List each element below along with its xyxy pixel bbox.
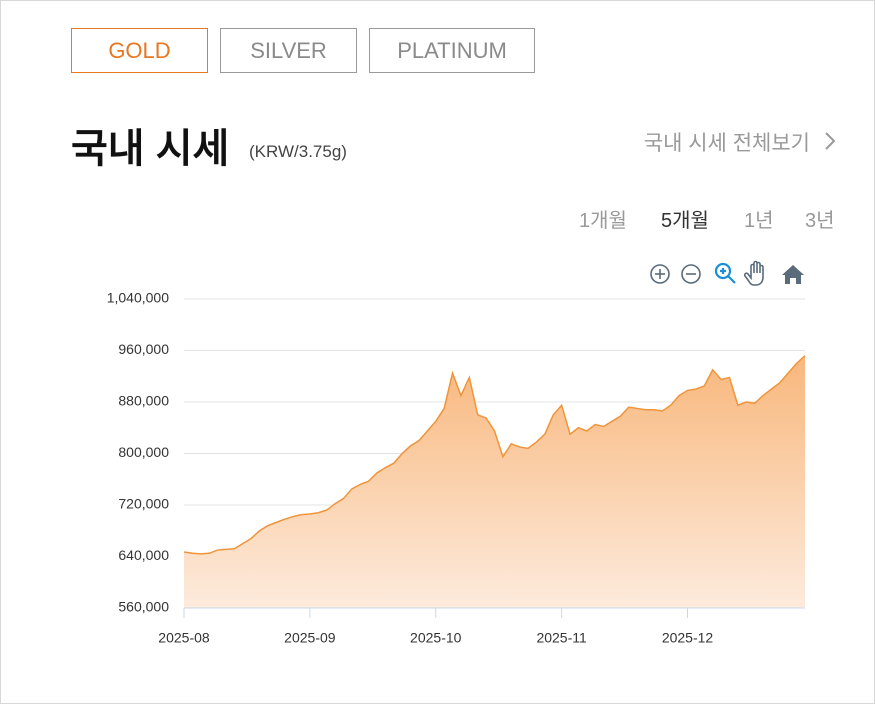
x-tick-label: 2025-12: [662, 630, 714, 646]
zoom-out-button[interactable]: [681, 264, 701, 284]
view-all-link[interactable]: 국내 시세 전체보기: [643, 132, 810, 155]
toolbar: [650, 260, 804, 286]
y-tick-label: 800,000: [118, 444, 169, 460]
y-tick-label: 1,040,000: [107, 290, 169, 306]
section-title: 국내 시세: [71, 127, 230, 171]
zoom-in-button[interactable]: [650, 264, 670, 284]
y-tick-label: 960,000: [118, 341, 169, 357]
x-tick-label: 2025-08: [158, 630, 210, 646]
price-line: [183, 355, 806, 555]
x-tick-label: 2025-11: [536, 630, 587, 646]
chevron-icon: [825, 132, 836, 150]
period-option[interactable]: 3년: [805, 210, 835, 232]
y-tick-label: 880,000: [118, 393, 169, 409]
y-tick-label: 720,000: [118, 496, 169, 512]
tab-platinum[interactable]: PLATINUM: [369, 28, 535, 73]
tab-gold[interactable]: GOLD: [71, 28, 208, 73]
pan-button[interactable]: [743, 260, 764, 286]
period-option[interactable]: 5개월: [661, 210, 709, 232]
x-tick-label: 2025-10: [410, 630, 462, 646]
period-option[interactable]: 1개월: [579, 210, 627, 232]
x-tick-label: 2025-09: [284, 630, 336, 646]
unit-label: (KRW/3.75g): [249, 142, 347, 161]
y-tick-label: 640,000: [118, 547, 169, 563]
area-fill: [184, 355, 805, 608]
y-tick-label: 560,000: [118, 599, 169, 615]
selection-zoom-button[interactable]: [714, 262, 736, 284]
tab-silver[interactable]: SILVER: [220, 28, 357, 73]
reset-button[interactable]: [782, 265, 804, 284]
period-option[interactable]: 1년: [744, 210, 774, 232]
